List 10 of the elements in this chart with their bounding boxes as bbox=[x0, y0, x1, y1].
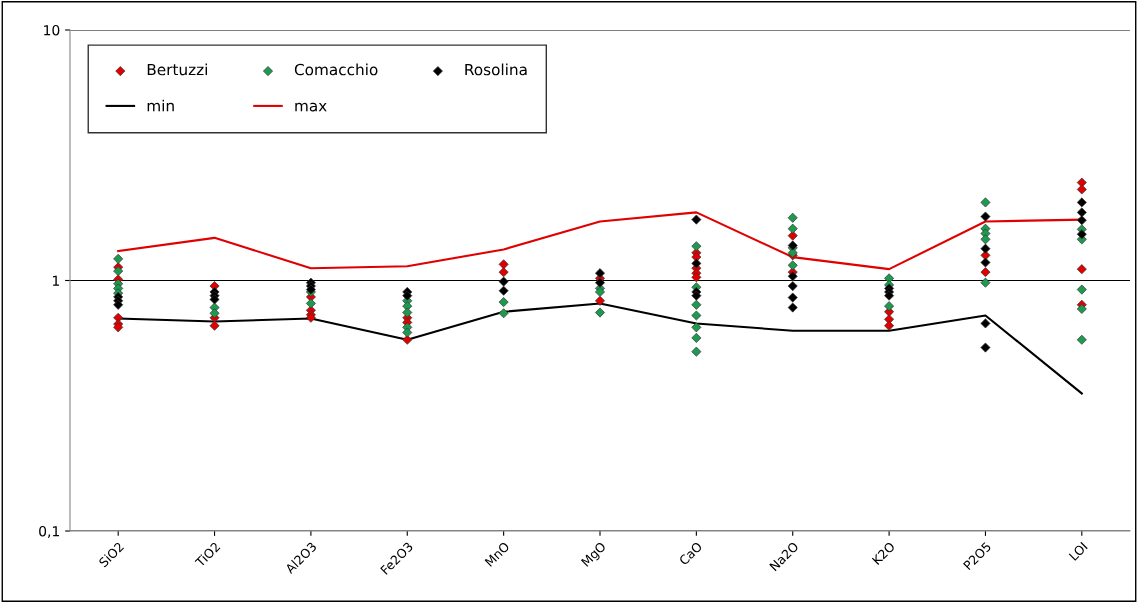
y-tick-label: 0,1 bbox=[39, 525, 59, 538]
legend-label: min bbox=[147, 99, 174, 112]
legend-label: Rosolina bbox=[465, 63, 527, 76]
x-tick-label: CaO bbox=[678, 541, 703, 566]
legend-label: Bertuzzi bbox=[147, 63, 207, 76]
legend-label: max bbox=[295, 102, 327, 112]
x-tick-label: LOI bbox=[1068, 541, 1088, 561]
y-tick-label: 1 bbox=[52, 275, 59, 286]
legend-label: Comacchio bbox=[294, 63, 378, 76]
y-tick-label: 10 bbox=[44, 24, 60, 36]
